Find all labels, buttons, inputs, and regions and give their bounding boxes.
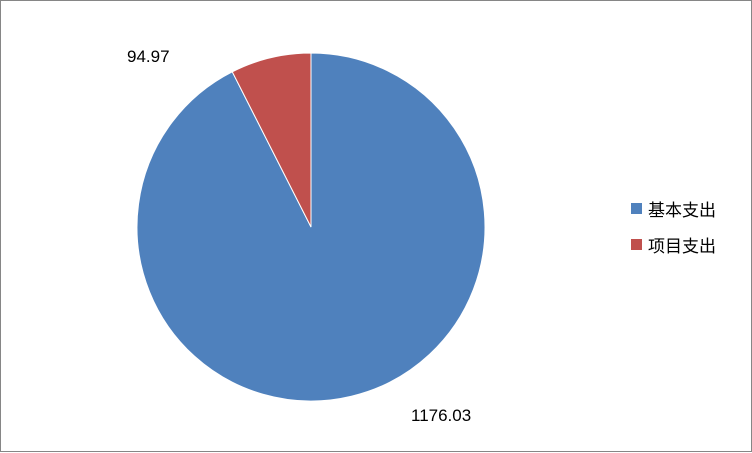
- legend-item-project: 项目支出: [631, 234, 716, 257]
- legend-label-basic: 基本支出: [648, 200, 716, 221]
- legend-item-basic: 基本支出: [631, 198, 716, 221]
- pie-slice-2: [231, 52, 312, 228]
- legend-swatch-project: [631, 238, 642, 250]
- legend-label-project: 项目支出: [648, 236, 716, 257]
- data-label-1: 1176.03: [411, 406, 471, 425]
- legend-swatch-basic: [631, 202, 642, 214]
- data-label-2: 94.97: [127, 47, 170, 66]
